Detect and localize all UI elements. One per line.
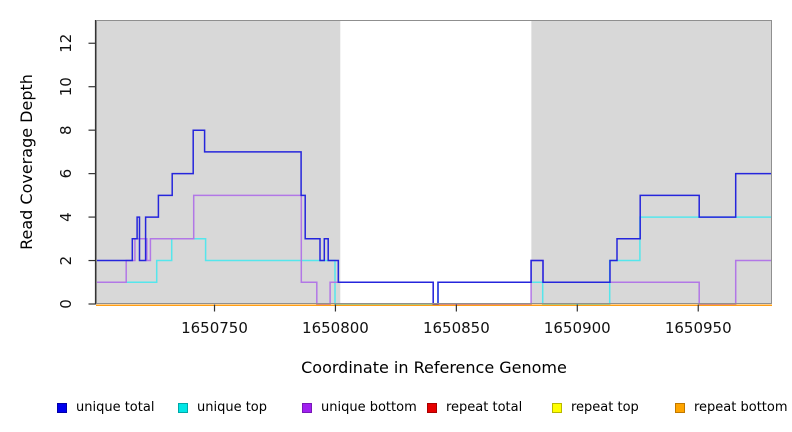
legend-item-unique-top: unique top	[178, 398, 267, 418]
legend-item-unique-total: unique total	[57, 398, 154, 418]
x-axis-tick-label: 1650900	[544, 319, 611, 337]
legend-swatch-icon	[178, 403, 188, 413]
legend-item-repeat-total: repeat total	[427, 398, 522, 418]
legend-label: unique top	[197, 400, 268, 415]
legend-swatch-icon	[57, 403, 67, 413]
x-axis-title: Coordinate in Reference Genome	[301, 358, 567, 377]
x-axis-tick-label: 1650800	[302, 319, 369, 337]
highlight-band	[340, 20, 532, 304]
legend-swatch-icon	[302, 403, 312, 413]
x-axis-tick-label: 1650950	[665, 319, 732, 337]
x-axis-tick-label: 1650850	[423, 319, 490, 337]
y-axis-tick-label: 6	[57, 169, 75, 179]
legend-item-unique-bottom: unique bottom	[302, 398, 417, 418]
legend-label: unique total	[76, 400, 155, 415]
legend-label: repeat top	[571, 400, 639, 415]
y-axis-tick-label: 12	[57, 34, 75, 53]
x-axis-tick-label: 1650750	[181, 319, 248, 337]
legend-label: repeat bottom	[694, 400, 788, 415]
series-unique-bottom	[96, 194, 772, 305]
y-axis-tick-label: 8	[57, 125, 75, 135]
y-axis-tick-label: 10	[57, 77, 75, 96]
legend-swatch-icon	[427, 403, 437, 413]
legend-item-repeat-bottom: repeat bottom	[675, 398, 788, 418]
y-axis-title: Read Coverage Depth	[17, 74, 36, 250]
legend-swatch-icon	[552, 403, 562, 413]
legend-swatch-icon	[675, 403, 685, 413]
plot-box	[96, 20, 772, 304]
y-axis-tick-label: 4	[57, 212, 75, 222]
series-unique-total	[96, 129, 772, 305]
y-axis-tick-label: 2	[57, 256, 75, 266]
legend-item-repeat-top: repeat top	[552, 398, 639, 418]
legend-label: repeat total	[446, 400, 523, 415]
legend-label: unique bottom	[321, 400, 417, 415]
legend: unique total unique top unique bottom repea…	[0, 398, 792, 420]
y-axis-tick-label: 0	[57, 299, 75, 309]
